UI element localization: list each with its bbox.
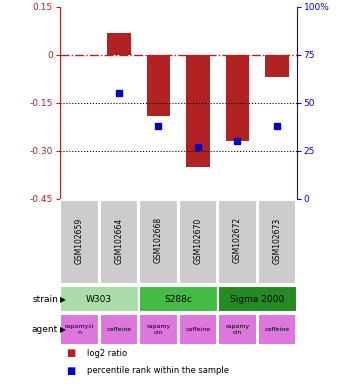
Bar (179, 314, 217, 344)
Bar (100, 200, 138, 285)
Text: GSM102672: GSM102672 (233, 217, 242, 263)
Text: rapamy
cin: rapamy cin (146, 324, 170, 335)
Bar (265, 55, 289, 77)
Bar (60, 200, 99, 285)
Text: ■: ■ (66, 348, 76, 358)
Text: caffeine: caffeine (264, 327, 290, 332)
Text: caffeine: caffeine (186, 327, 210, 332)
Text: Sigma 2000: Sigma 2000 (230, 295, 284, 304)
Text: rapamyci
n: rapamyci n (65, 324, 94, 335)
Text: GSM102673: GSM102673 (272, 217, 281, 263)
Text: W303: W303 (86, 295, 112, 304)
Bar (100, 314, 138, 344)
Bar (257, 314, 296, 344)
Bar (218, 314, 257, 344)
Text: ■: ■ (66, 366, 76, 376)
Text: ▶: ▶ (60, 325, 66, 334)
Bar (257, 200, 296, 285)
Bar (60, 314, 99, 344)
Bar (226, 55, 249, 141)
Text: agent: agent (32, 325, 58, 334)
Text: GSM102664: GSM102664 (115, 217, 123, 263)
Text: GSM102659: GSM102659 (75, 217, 84, 263)
Bar (139, 314, 178, 344)
Bar (139, 286, 218, 312)
Bar (179, 200, 217, 285)
Bar (218, 286, 297, 312)
Bar (139, 200, 178, 285)
Text: GSM102668: GSM102668 (154, 217, 163, 263)
Text: log2 ratio: log2 ratio (87, 349, 127, 358)
Text: strain: strain (32, 295, 58, 304)
Text: caffeine: caffeine (106, 327, 132, 332)
Bar (218, 200, 257, 285)
Text: GSM102670: GSM102670 (193, 217, 203, 263)
Text: S288c: S288c (164, 295, 192, 304)
Bar (147, 55, 170, 116)
Bar (60, 286, 139, 312)
Bar (186, 55, 210, 167)
Text: rapamy
cin: rapamy cin (225, 324, 250, 335)
Text: ▶: ▶ (60, 295, 66, 304)
Bar (107, 33, 131, 55)
Text: percentile rank within the sample: percentile rank within the sample (87, 366, 229, 375)
